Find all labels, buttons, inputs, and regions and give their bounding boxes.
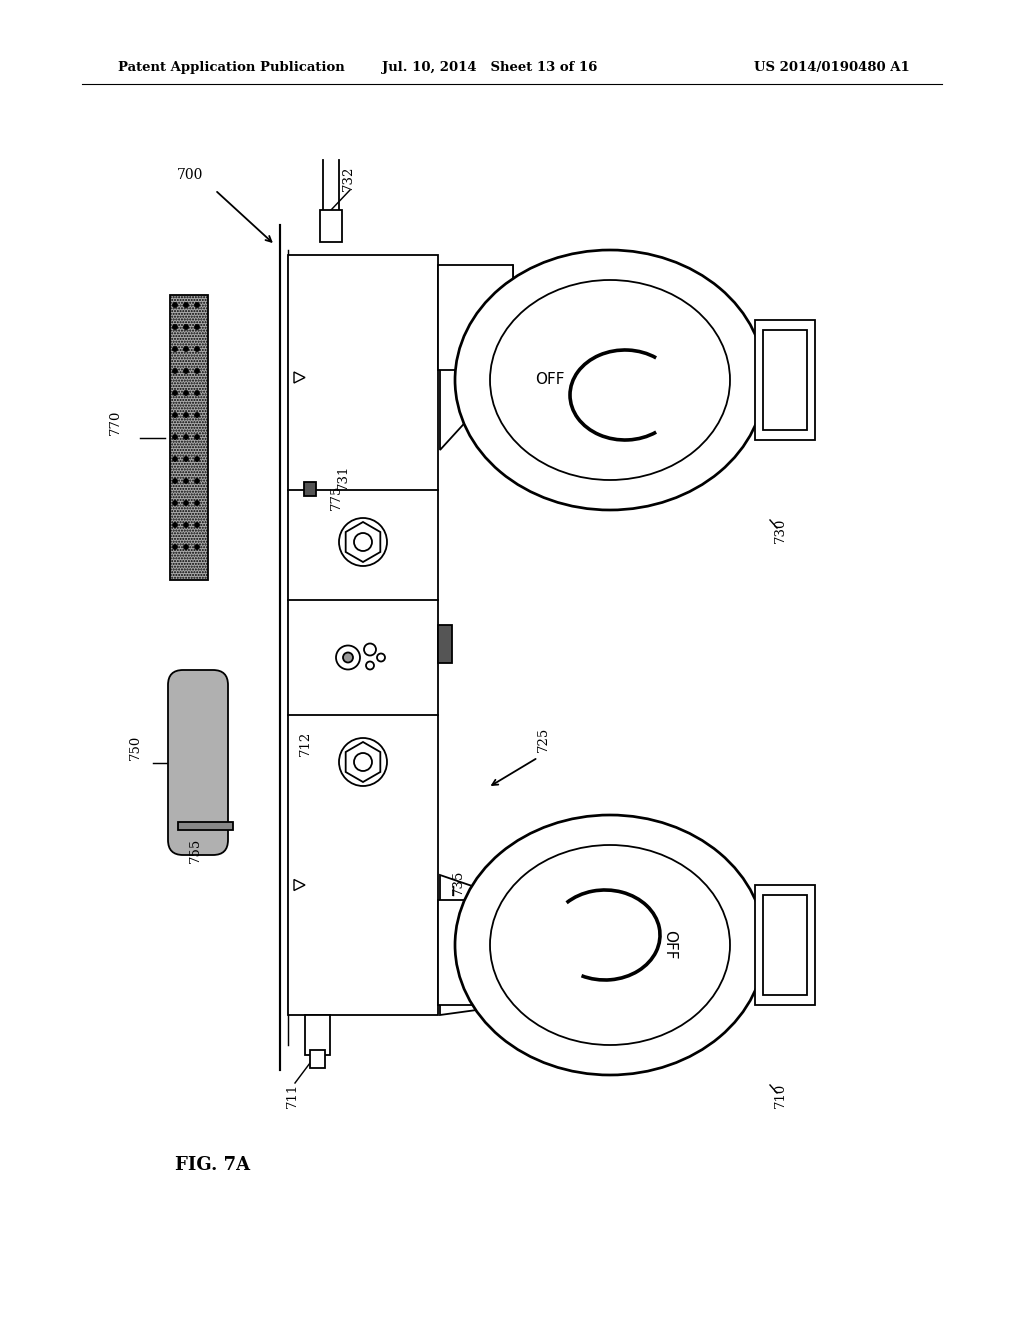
Bar (304, 482, 316, 496)
Polygon shape (294, 879, 305, 891)
Circle shape (195, 523, 200, 528)
Circle shape (195, 325, 200, 330)
FancyBboxPatch shape (438, 900, 513, 1005)
Circle shape (183, 325, 188, 330)
Circle shape (172, 302, 177, 308)
Circle shape (354, 752, 372, 771)
Text: 732: 732 (341, 165, 354, 190)
Text: 712: 712 (299, 730, 311, 755)
Bar (288, 255, 438, 1015)
Circle shape (183, 544, 188, 549)
Polygon shape (294, 372, 305, 383)
Circle shape (172, 457, 177, 462)
Circle shape (183, 412, 188, 417)
Text: 700: 700 (177, 168, 203, 182)
Ellipse shape (490, 280, 730, 480)
Circle shape (183, 391, 188, 396)
Circle shape (195, 346, 200, 351)
Text: OFF: OFF (663, 931, 678, 960)
Circle shape (343, 652, 353, 663)
Text: 755: 755 (188, 837, 202, 863)
Circle shape (195, 434, 200, 440)
Circle shape (195, 500, 200, 506)
Bar (170, 294, 208, 579)
Ellipse shape (490, 845, 730, 1045)
Circle shape (172, 412, 177, 417)
Circle shape (366, 661, 374, 669)
Circle shape (183, 302, 188, 308)
Circle shape (336, 645, 360, 669)
Bar (763, 895, 807, 995)
Circle shape (183, 346, 188, 351)
Bar (755, 884, 815, 1005)
Bar (763, 330, 807, 430)
FancyBboxPatch shape (438, 265, 513, 370)
Bar (319, 210, 342, 242)
Circle shape (195, 302, 200, 308)
Circle shape (195, 391, 200, 396)
Text: 725: 725 (537, 727, 550, 752)
Ellipse shape (455, 814, 765, 1074)
Circle shape (183, 523, 188, 528)
Bar (310, 1049, 325, 1068)
Text: 730: 730 (773, 517, 786, 543)
Text: 731: 731 (337, 465, 349, 490)
Bar (438, 624, 452, 663)
Polygon shape (346, 521, 380, 562)
Text: 710: 710 (773, 1082, 786, 1107)
Circle shape (183, 434, 188, 440)
Polygon shape (346, 742, 380, 781)
Circle shape (377, 653, 385, 661)
Circle shape (195, 457, 200, 462)
Circle shape (364, 644, 376, 656)
Circle shape (172, 346, 177, 351)
Circle shape (172, 391, 177, 396)
Circle shape (172, 479, 177, 483)
Text: 735: 735 (452, 870, 465, 895)
Text: 711: 711 (286, 1082, 299, 1107)
Bar (178, 822, 233, 830)
Bar (755, 319, 815, 440)
Circle shape (195, 412, 200, 417)
Text: Patent Application Publication: Patent Application Publication (118, 62, 345, 74)
Circle shape (183, 479, 188, 483)
FancyBboxPatch shape (168, 671, 228, 855)
Polygon shape (440, 875, 513, 1015)
Text: OFF: OFF (536, 372, 565, 388)
Text: 775: 775 (330, 484, 342, 510)
Circle shape (195, 479, 200, 483)
Text: 770: 770 (109, 409, 122, 436)
Circle shape (172, 544, 177, 549)
Bar (305, 1015, 330, 1055)
Circle shape (339, 517, 387, 566)
Circle shape (172, 434, 177, 440)
Circle shape (183, 457, 188, 462)
Circle shape (339, 738, 387, 785)
Circle shape (195, 368, 200, 374)
Circle shape (183, 500, 188, 506)
Circle shape (172, 368, 177, 374)
Circle shape (354, 533, 372, 550)
Circle shape (172, 325, 177, 330)
Text: Jul. 10, 2014   Sheet 13 of 16: Jul. 10, 2014 Sheet 13 of 16 (382, 62, 598, 74)
Polygon shape (440, 265, 513, 450)
Text: FIG. 7A: FIG. 7A (175, 1156, 250, 1173)
Circle shape (172, 523, 177, 528)
Circle shape (195, 544, 200, 549)
Text: US 2014/0190480 A1: US 2014/0190480 A1 (755, 62, 910, 74)
Circle shape (183, 368, 188, 374)
Circle shape (172, 500, 177, 506)
Ellipse shape (455, 249, 765, 510)
Text: 750: 750 (128, 735, 141, 760)
